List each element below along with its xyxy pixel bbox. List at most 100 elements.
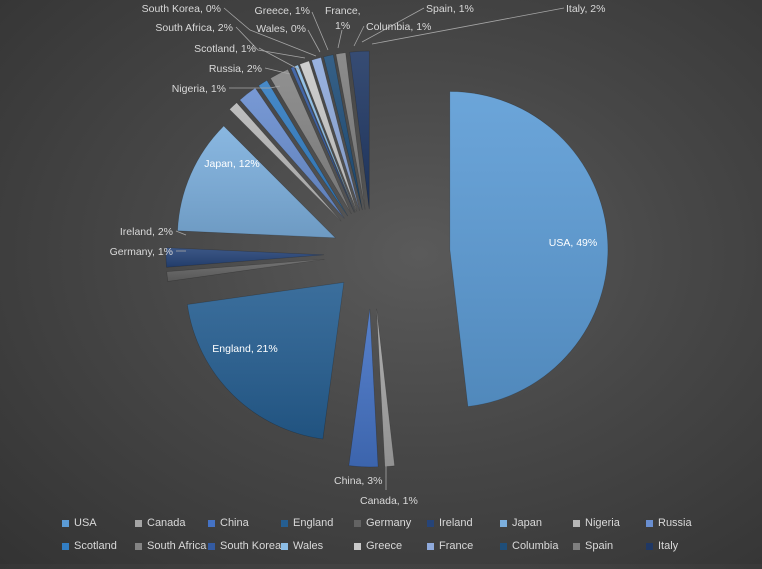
legend-label: England [293,517,334,529]
leader-line-south-africa [235,26,306,59]
data-label-wales: Wales, 0% [256,23,306,35]
data-label-france: France, 1% [325,5,361,32]
pie-slice-china [348,308,379,468]
legend-item-nigeria: Nigeria [573,516,646,530]
legend-item-japan: Japan [500,516,573,530]
legend-item-germany: Germany [354,516,427,530]
data-label-nigeria: Nigeria, 1% [172,83,226,95]
legend-label: Spain [585,540,614,552]
data-label-greece: Greece, 1% [255,5,310,17]
legend-item-spain: Spain [573,539,646,553]
legend-label: South Korea [220,540,282,552]
pie-slice-spain [335,52,366,210]
legend-swatch [135,542,142,550]
pie-slice-greece [299,60,358,212]
legend-swatch [500,542,507,550]
leader-line-france [337,29,343,49]
legend-item-italy: Italy [646,539,719,553]
legend-swatch [646,542,653,550]
data-label-columbia: Columbia, 1% [366,21,431,33]
data-labels-layer: USA, 49% Canada, 1% China, 3% England, 21% G… [110,3,606,507]
data-label-italy: Italy, 2% [566,3,606,15]
legend-swatch [354,542,361,550]
legend-swatch [427,519,434,527]
legend-swatch [135,519,142,527]
pie-slice-wales [294,64,356,213]
legend-swatch [427,542,434,550]
data-label-usa: USA, 49% [549,237,597,249]
data-label-spain: Spain, 1% [426,3,474,15]
legend-label: Nigeria [585,517,620,529]
legend-swatch [646,519,653,527]
legend-label: France [439,540,474,552]
leader-line-ireland [175,230,187,236]
pie-slice-south-africa [270,68,352,215]
legend-item-usa: USA [62,516,135,530]
legend-label: USA [74,517,97,529]
legend-item-england: England [281,516,354,530]
legend-item-france: France [427,539,500,553]
legend-label: Japan [512,517,542,529]
leader-line-wales [307,29,321,53]
leader-line-south-korea [223,7,317,57]
legend-label: Russia [658,517,692,529]
leader-lines-layer [175,7,565,490]
data-label-russia: Russia, 2% [209,63,262,75]
data-label-germany: Germany, 1% [110,246,173,258]
leader-line-nigeria [229,85,281,89]
data-label-south-korea: South Korea, 0% [142,3,221,15]
legend-swatch [208,519,215,527]
legend-item-greece: Greece [354,539,427,553]
pie-slice-scotland [258,79,349,217]
leader-line-greece [311,11,329,51]
legend: USA Canada China England Germany Ireland Japan… [62,516,742,553]
legend-item-south-africa: South Africa [135,539,208,553]
leader-line-spain [361,7,425,43]
data-label-ireland: Ireland, 2% [120,226,173,238]
data-label-china: China, 3% [334,475,382,487]
leader-line-italy [371,7,565,45]
legend-label: Greece [366,540,403,552]
pie-slice-england [187,282,345,440]
legend-swatch [62,542,69,550]
legend-swatch [281,542,288,550]
legend-swatch [573,542,580,550]
legend-swatch [573,519,580,527]
pie-slice-nigeria [229,102,342,222]
legend-item-wales: Wales [281,539,354,553]
legend-label: Canada [147,517,186,529]
leader-line-columbia [353,25,365,47]
slices-layer [165,50,609,468]
legend-label: Ireland [439,517,473,529]
legend-label: Columbia [512,540,559,552]
pie-slice-france [311,57,360,211]
legend-swatch [208,542,215,550]
legend-item-ireland: Ireland [427,516,500,530]
data-label-scotland: Scotland, 1% [194,43,256,55]
legend-label: South Africa [147,540,207,552]
legend-item-columbia: Columbia [500,539,573,553]
legend-label: Wales [293,540,324,552]
pie-slice-usa [449,91,609,407]
legend-label: Germany [366,517,412,529]
pie-slice-ireland [165,247,325,268]
data-label-england: England, 21% [212,343,277,355]
legend-item-china: China [208,516,281,530]
leader-line-russia [264,67,291,75]
data-label-canada: Canada, 1% [360,495,418,507]
legend-label: Scotland [74,540,117,552]
data-label-south-africa: South Africa, 2% [155,22,233,34]
pie-slice-columbia [323,54,363,211]
legend-item-south-korea: South Korea [208,539,281,553]
legend-item-canada: Canada [135,516,208,530]
pie-slice-japan [177,125,337,239]
legend-label: Italy [658,540,679,552]
legend-swatch [354,519,361,527]
pie-slice-italy [349,50,370,210]
legend-swatch [500,519,507,527]
legend-item-russia: Russia [646,516,719,530]
legend-item-scotland: Scotland [62,539,135,553]
data-label-japan: Japan, 12% [204,158,259,170]
